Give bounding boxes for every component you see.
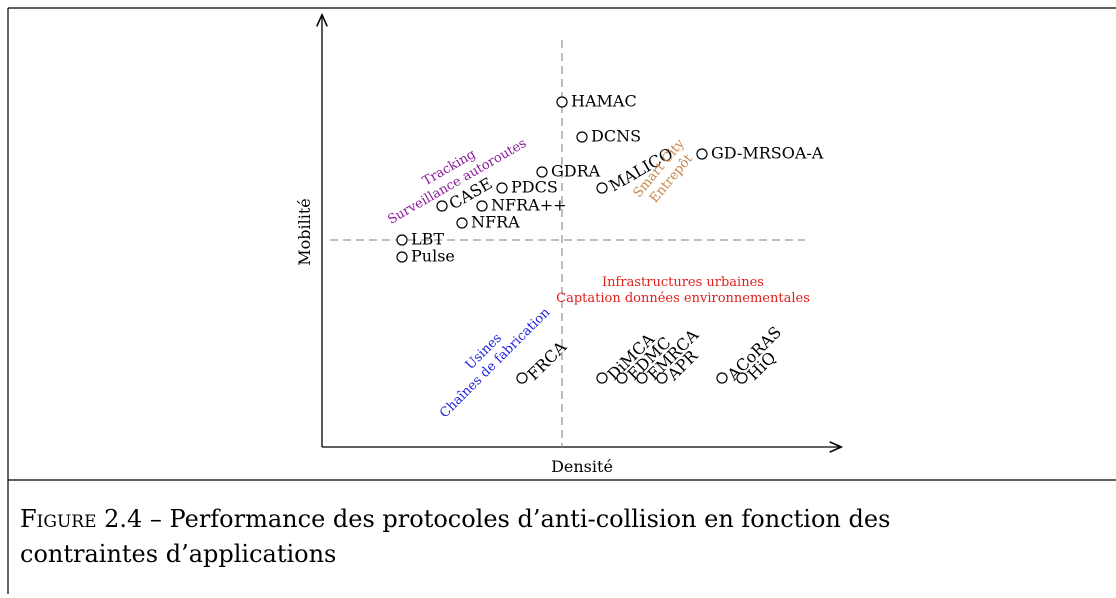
node-marker (616, 372, 628, 384)
node-marker (736, 372, 748, 384)
node-label: DCNS (591, 127, 641, 146)
node-marker (476, 200, 488, 212)
node-label: HAMAC (571, 92, 637, 111)
node-marker (396, 251, 408, 263)
caption-text: – Performance des protocoles d’anti-coll… (150, 505, 890, 533)
caption-line-2: contraintes d’applications (20, 540, 336, 568)
node-marker (536, 166, 548, 178)
node-marker (496, 182, 508, 194)
node-marker (576, 131, 588, 143)
node-marker (516, 372, 528, 384)
node-marker (656, 372, 668, 384)
region-line: Infrastructures urbaines (602, 275, 764, 290)
node-marker (716, 372, 728, 384)
x-axis-label: Densité (551, 457, 613, 476)
node-marker (596, 372, 608, 384)
node-marker (436, 200, 448, 212)
region-label: Infrastructures urbaines Captation donnée… (556, 275, 810, 306)
node-marker (636, 372, 648, 384)
node-marker (456, 217, 468, 229)
node-marker (556, 96, 568, 108)
node-label: Pulse (411, 247, 455, 266)
region-line: Captation données environnementales (556, 291, 810, 306)
region-label: UsinesChaînes de fabrication (426, 293, 554, 421)
caption-prefix: Figure 2.4 (20, 505, 142, 533)
node-marker (596, 182, 608, 194)
caption-line-1: Figure 2.4 – Performance des protocoles … (20, 505, 890, 533)
node-marker (396, 234, 408, 246)
nodes: HAMACDCNSGD-MRSOA-AMALICOGDRAPDCSCASENFR… (396, 92, 824, 385)
y-axis-label: Mobilité (295, 198, 314, 266)
node-label: LBT (411, 230, 444, 249)
node-label: FRCA (524, 337, 571, 384)
node-label: PDCS (511, 178, 558, 197)
node-marker (696, 148, 708, 160)
node-label: GD-MRSOA-A (711, 144, 824, 163)
axes (322, 16, 840, 447)
node-label: GDRA (551, 162, 601, 181)
dashed-lines (330, 40, 805, 447)
node-label: NFRA (471, 213, 520, 232)
frame (7, 7, 1116, 594)
node-label: NFRA++ (491, 196, 567, 215)
